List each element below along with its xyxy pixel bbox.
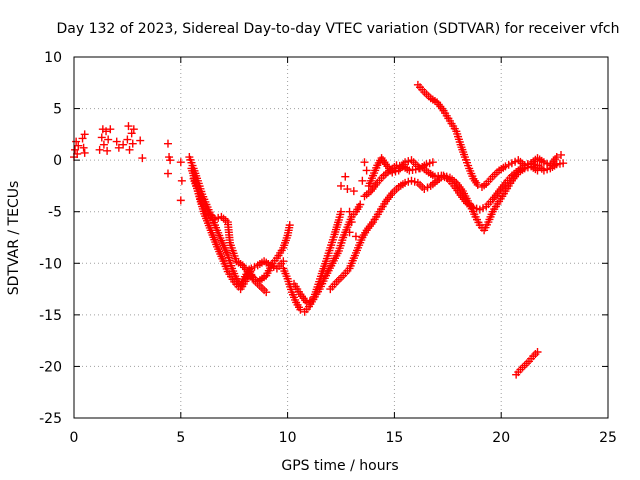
data-point <box>356 200 365 209</box>
data-point <box>124 122 133 131</box>
series-early-scatter <box>70 122 186 205</box>
x-tick-label: 15 <box>385 430 403 446</box>
data-point <box>176 158 185 167</box>
data-point <box>128 139 137 148</box>
data-point <box>104 135 113 144</box>
data-point <box>176 196 185 205</box>
data-point <box>119 140 128 149</box>
y-axis-label: SDTVAR / TECUs <box>6 181 22 296</box>
data-point <box>337 181 345 190</box>
data-point <box>136 136 145 145</box>
data-point <box>102 127 111 136</box>
data-point <box>358 176 367 185</box>
y-tick-label: 0 <box>53 153 62 169</box>
data-point <box>112 137 121 146</box>
y-tick-label: -15 <box>39 308 62 324</box>
data-point <box>345 228 354 237</box>
data-point <box>262 288 271 297</box>
data-point <box>78 134 87 143</box>
y-tick-label: -5 <box>48 205 62 221</box>
series-isolated <box>337 158 371 241</box>
data-point <box>106 125 115 134</box>
y-tick-label: -25 <box>39 411 62 427</box>
data-point <box>114 143 123 152</box>
data-layer <box>70 80 568 379</box>
data-point <box>337 207 345 216</box>
data-point <box>285 221 294 230</box>
x-tick-label: 20 <box>492 430 510 446</box>
data-point <box>80 130 89 139</box>
data-point <box>129 125 138 134</box>
data-point <box>95 145 104 154</box>
x-tick-label: 25 <box>599 430 617 446</box>
data-point <box>341 172 350 181</box>
data-point <box>533 347 542 356</box>
data-point <box>71 145 80 154</box>
data-point <box>345 207 354 216</box>
plot-frame <box>73 56 609 419</box>
x-tick-label: 5 <box>176 430 185 446</box>
data-point <box>428 158 437 167</box>
data-point <box>557 150 566 159</box>
chart-title: Day 132 of 2023, Sidereal Day-to-day VTE… <box>56 21 619 37</box>
data-point <box>279 257 288 266</box>
data-point <box>163 139 172 148</box>
data-point <box>73 149 82 158</box>
data-point <box>97 133 106 142</box>
data-point <box>80 148 89 157</box>
y-tick-label: 10 <box>44 50 62 66</box>
y-tick-label: 5 <box>53 102 62 118</box>
data-point <box>125 145 134 154</box>
x-tick-label: 10 <box>279 430 297 446</box>
data-point <box>127 129 136 138</box>
data-point <box>79 143 88 152</box>
tick-layer: 0 5 10 15 20 25 -25 -20 -15 -10 -5 0 5 10 <box>39 50 617 446</box>
data-point <box>349 187 358 196</box>
x-axis-label: GPS time / hours <box>281 458 398 474</box>
data-point <box>360 158 369 167</box>
data-point <box>552 153 561 162</box>
series-track-e <box>290 200 365 307</box>
data-point <box>74 141 83 150</box>
series-track-i <box>364 154 437 190</box>
y-tick-label: -20 <box>39 359 62 375</box>
grid-layer <box>74 57 608 418</box>
y-tick-label: -10 <box>39 256 62 272</box>
data-point <box>351 232 360 241</box>
data-point <box>72 137 81 146</box>
data-point <box>559 159 568 168</box>
series-track-c <box>189 174 294 286</box>
data-point <box>362 166 371 175</box>
data-point <box>177 176 186 185</box>
data-point <box>343 185 352 194</box>
data-point <box>123 135 132 144</box>
data-point <box>347 218 356 227</box>
data-point <box>138 154 147 163</box>
data-point <box>99 140 108 149</box>
data-point <box>163 169 172 178</box>
data-point <box>103 146 112 155</box>
data-point <box>166 156 175 165</box>
series-track-h <box>413 80 566 191</box>
series-late-segment <box>512 347 542 379</box>
x-tick-label: 0 <box>70 430 79 446</box>
